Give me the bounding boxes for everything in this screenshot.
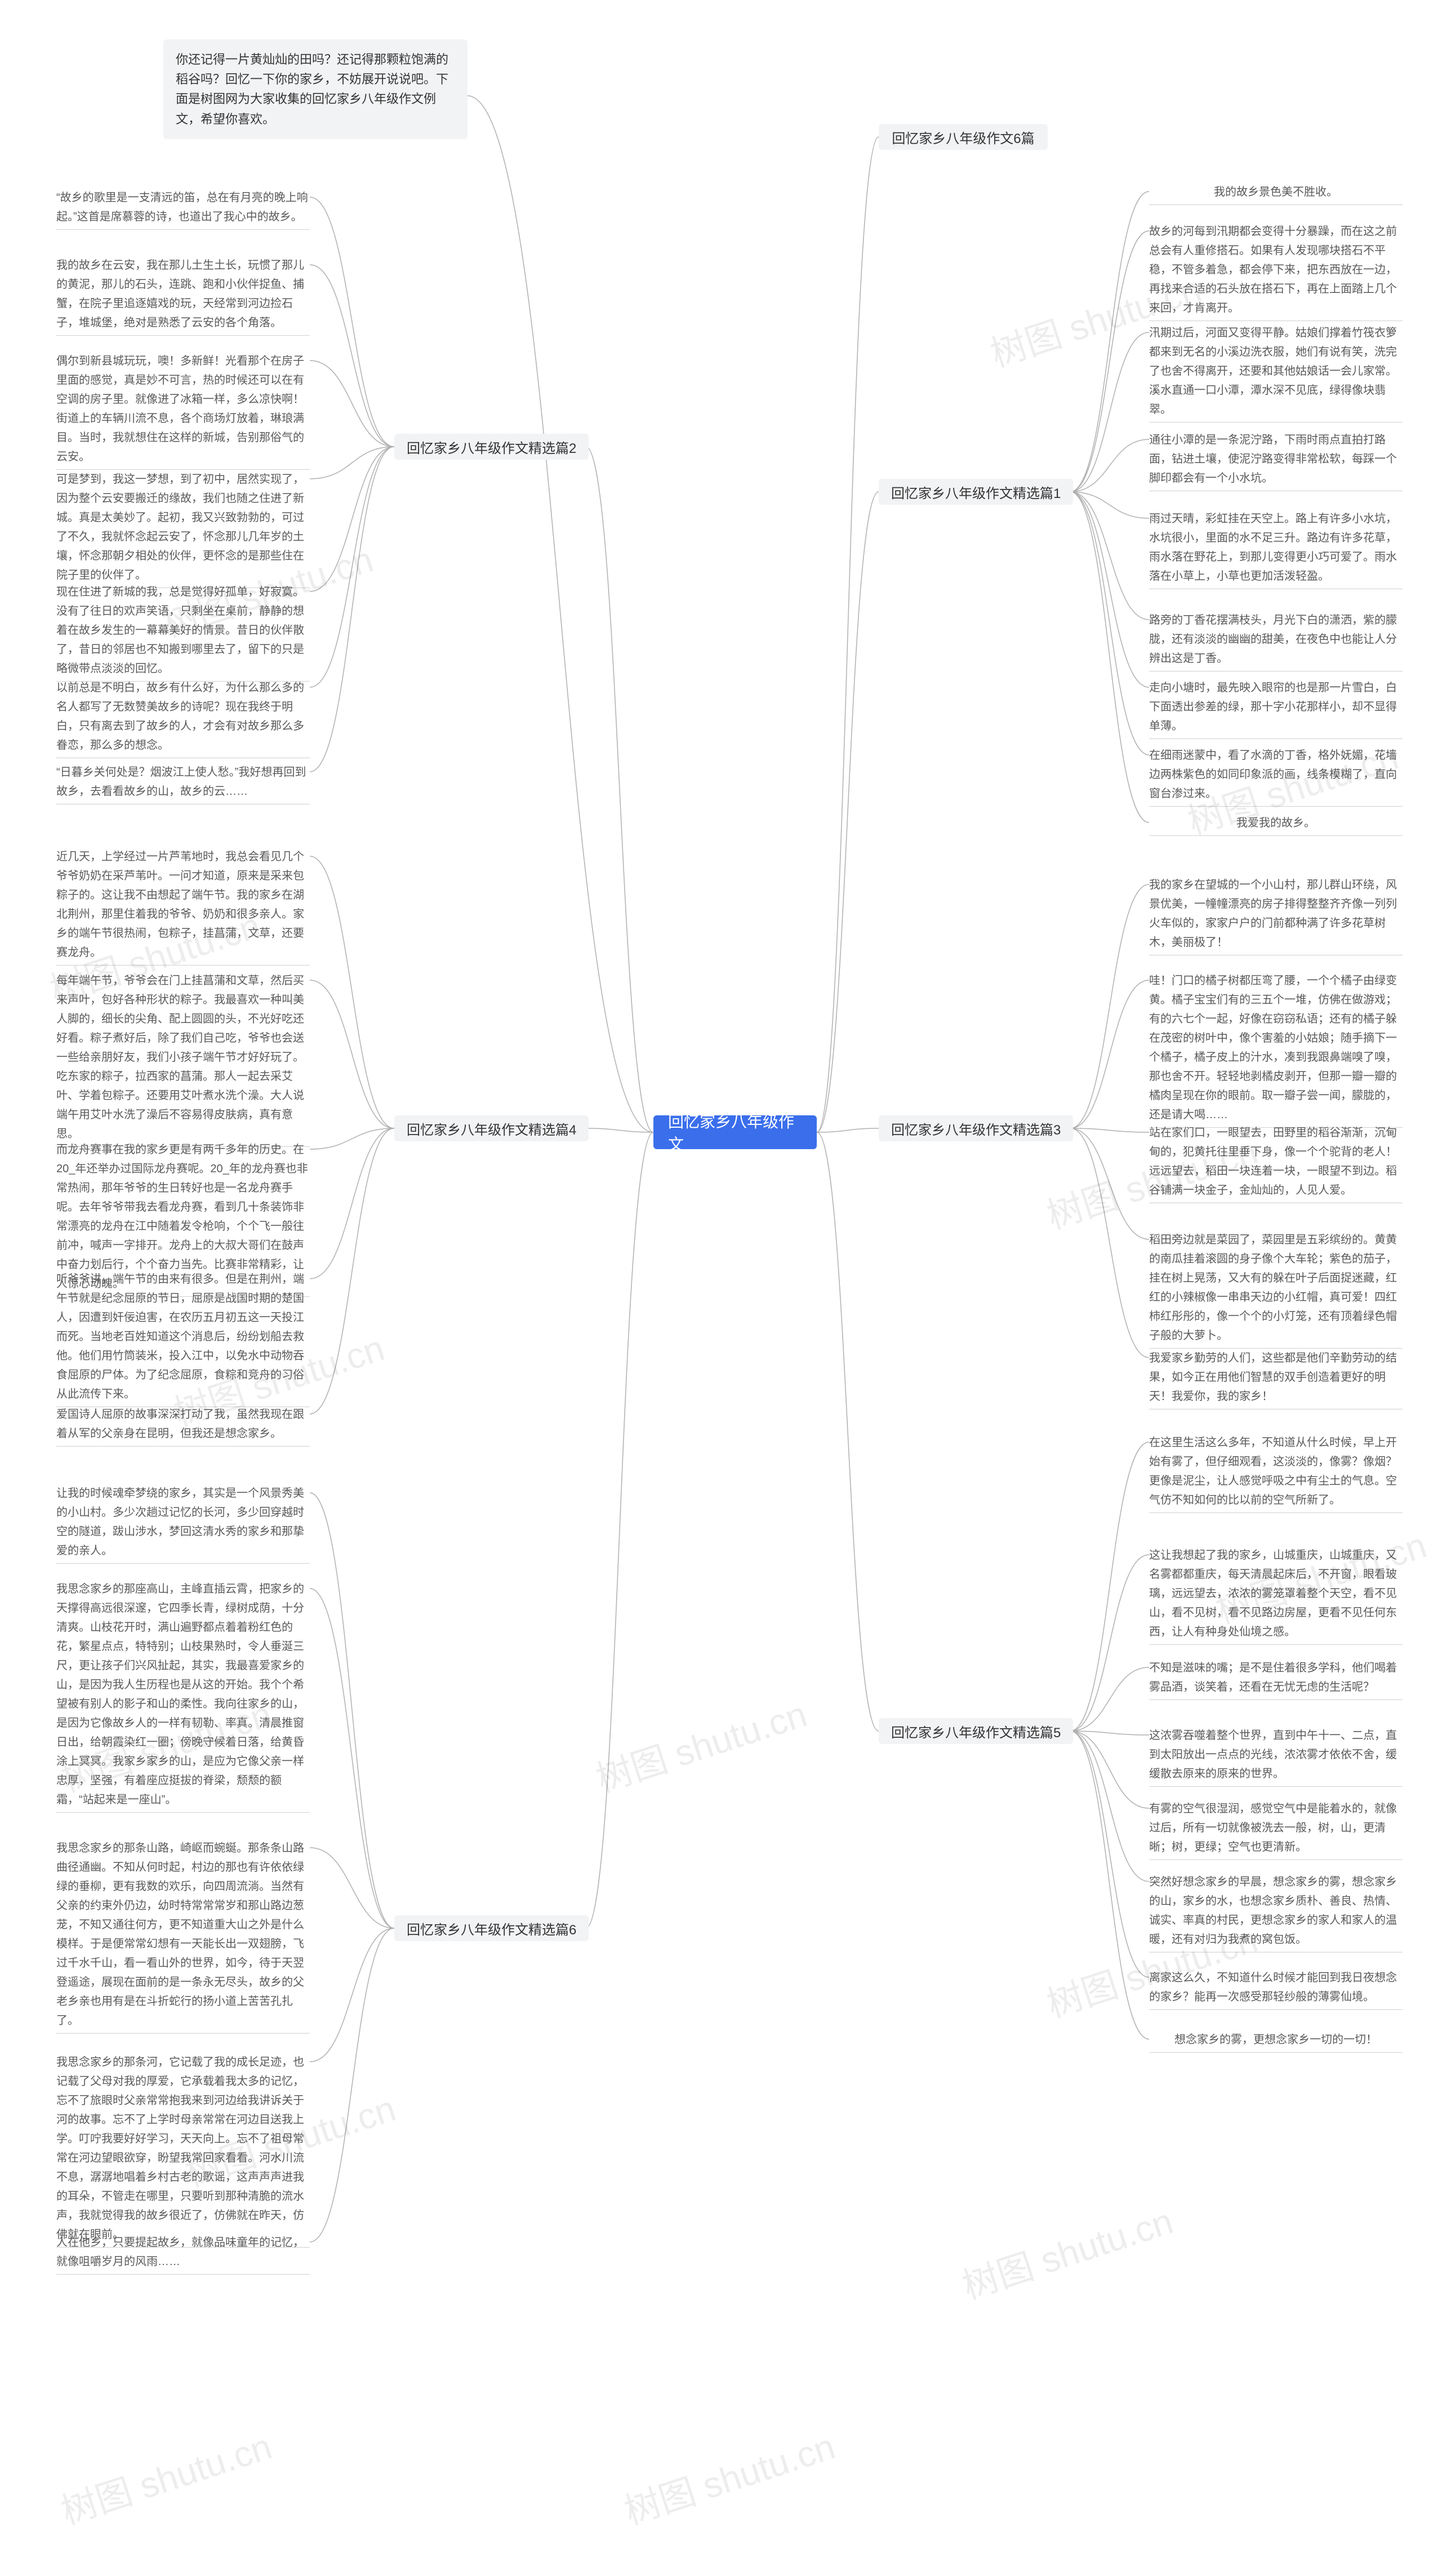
leaf-node: 故乡的河每到汛期都会变得十分暴躁，而在这之前总会有人重修搭石。如果有人发现哪块搭… — [1149, 220, 1403, 320]
leaf-node: “故乡的歌里是一支清远的笛，总在有月亮的晚上响起。”这首是席慕蓉的诗，也道出了我… — [56, 186, 310, 229]
leaf-node: 雨过天晴，彩虹挂在天空上。路上有许多小水坑，水坑很小，里面的水不足三升。路边有许… — [1149, 507, 1403, 588]
leaf-node: 听爷爷讲，端午节的由来有很多。但是在荆州，端午节就是纪念屈原的节日，屈原是战国时… — [56, 1267, 310, 1406]
center-node: 回忆家乡八年级作文 — [653, 1115, 817, 1149]
leaf-node: 稻田旁边就是菜园了，菜园里是五彩缤纷的。黄黄的南瓜挂着滚圆的身子像个大车轮；紫色… — [1149, 1228, 1403, 1347]
leaf-node: 想念家乡的雾，更想念家乡一切的一切！ — [1149, 2028, 1403, 2052]
leaf-node: 哇！门口的橘子树都压弯了腰，一个个橘子由绿变黄。橘子宝宝们有的三五个一堆，仿佛在… — [1149, 969, 1403, 1127]
leaf-node: 每年端午节，爷爷会在门上挂菖蒲和文草，然后买来声叶，包好各种形状的粽子。我最喜欢… — [56, 969, 310, 1146]
leaf-node: 现在住进了新城的我，总是觉得好孤单，好寂寞。没有了往日的欢声笑语，只剩坐在桌前，… — [56, 580, 310, 680]
watermark-text: 树图 shutu.cn — [589, 1685, 812, 1802]
leaf-node: 站在家们口，一眼望去，田野里的稻谷渐渐，沉甸甸的，犯黄托往里垂下身，像一个个驼背… — [1149, 1121, 1403, 1202]
leaf-node: 我的故乡在云安，我在那儿土生土长，玩惯了那儿的黄泥，那儿的石头，连跳、跑和小伙伴… — [56, 253, 310, 335]
leaf-node: 我思念家乡的那座高山，主峰直插云霄，把家乡的天撑得高远很深邃，它四季长青，绿树成… — [56, 1577, 310, 1812]
leaf-node: 我爱家乡勤劳的人们，这些都是他们辛勤劳动的结果，如今正在用他们智慧的双手创造着更… — [1149, 1346, 1403, 1408]
leaf-node: 走向小塘时，最先映入眼帘的也是那一片雪白，白下面透出参差的绿，那十字小花那样小，… — [1149, 676, 1403, 738]
leaf-node: 我思念家乡的那条河，它记载了我的成长足迹，也记载了父母对我的厚爱，它承载着我太多… — [56, 2050, 310, 2246]
branch-node: 回忆家乡八年级作文6篇 — [879, 124, 1048, 150]
branch-node: 回忆家乡八年级作文精选篇2 — [394, 434, 589, 460]
leaf-node: 我的故乡景色美不胜收。 — [1149, 180, 1403, 204]
leaf-node: 这浓雾吞噬着整个世界，直到中午十一、二点，直到太阳放出一点点的光线，浓浓雾才依依… — [1149, 1724, 1403, 1786]
leaf-node: 通往小潭的是一条泥泞路，下雨时雨点直拍打路面，钻进土壤，使泥泞路变得非常松软，每… — [1149, 428, 1403, 490]
leaf-node: 让我的时候魂牵梦绕的家乡，其实是一个风景秀美的小山村。多少次趟过记忆的长河，多少… — [56, 1481, 310, 1563]
branch-node: 回忆家乡八年级作文精选篇6 — [394, 1915, 589, 1941]
watermark-text: 树图 shutu.cn — [955, 2192, 1178, 2309]
leaf-node: 我思念家乡的那条山路，崎岖而蜿蜒。那条条山路曲径通幽。不知从何时起，村边的那也有… — [56, 1836, 310, 2032]
leaf-node: 人在他乡，只要提起故乡，就像品味童年的记忆，就像咀嚼岁月的风雨…… — [56, 2231, 310, 2274]
leaf-node: 这让我想起了我的家乡，山城重庆，山城重庆，又名雾都都重庆，每天清晨起床后，不开窗… — [1149, 1543, 1403, 1644]
leaf-node: 离家这么久，不知道什么时候才能回到我日夜想念的家乡？能再一次感受那轻纱般的薄雾仙… — [1149, 1966, 1403, 2009]
leaf-node: 以前总是不明白，故乡有什么好，为什么那么多的名人都写了无数赞美故乡的诗呢？现在我… — [56, 676, 310, 757]
leaf-node: 不知是滋味的嘴；是不是住着很多学科，他们喝着雾品酒，谈笑着，还看在无忧无虑的生活… — [1149, 1656, 1403, 1699]
branch-node: 回忆家乡八年级作文精选篇4 — [394, 1115, 589, 1141]
leaf-node: 路旁的丁香花摆满枝头，月光下白的潇洒，紫的朦胧，还有淡淡的幽幽的甜美，在夜色中也… — [1149, 608, 1403, 670]
branch-node: 回忆家乡八年级作文精选篇5 — [879, 1718, 1073, 1744]
branch-node: 回忆家乡八年级作文精选篇3 — [879, 1115, 1073, 1141]
watermark-text: 树图 shutu.cn — [54, 2418, 277, 2534]
watermark-text: 树图 shutu.cn — [617, 2418, 840, 2534]
leaf-node: 在这里生活这么多年，不知道从什么时候，早上开始有雾了，但仔细观看，这淡淡的，像雾… — [1149, 1431, 1403, 1512]
leaf-node: 偶尔到新县城玩玩，噢！多新鲜！光看那个在房子里面的感觉，真是妙不可言，热的时候还… — [56, 349, 310, 469]
leaf-node: 汛期过后，河面又变得平静。姑娘们撑着竹筏衣箩都来到无名的小溪边洗衣服，她们有说有… — [1149, 321, 1403, 421]
leaf-node: 可是梦到，我这一梦想，到了初中，居然实现了，因为整个云安要搬迁的缘故，我们也随之… — [56, 468, 310, 587]
leaf-node: 突然好想念家乡的早晨，想念家乡的雾，想念家乡的山，家乡的水，也想念家乡质朴、善良… — [1149, 1870, 1403, 1951]
branch-node: 回忆家乡八年级作文精选篇1 — [879, 479, 1073, 505]
leaf-node: 在细雨迷蒙中，看了水滴的丁香，格外妩媚，花墙边两株紫色的如同印象派的画，线条模糊… — [1149, 744, 1403, 806]
leaf-node: 有雾的空气很湿润，感觉空气中是能着水的，就像过后，所有一切就像被洗去一般，树，山… — [1149, 1797, 1403, 1859]
leaf-node: 爱国诗人屈原的故事深深打动了我，虽然我现在跟着从军的父亲身在昆明，但我还是想念家… — [56, 1403, 310, 1445]
intro-node: 你还记得一片黄灿灿的田吗？还记得那颗粒饱满的稻谷吗？回忆一下你的家乡，不妨展开说… — [163, 39, 468, 139]
leaf-node: “日暮乡关何处是？烟波江上使人愁。”我好想再回到故乡，去看看故乡的山，故乡的云…… — [56, 760, 310, 803]
leaf-node: 我的家乡在望城的一个小山村，那儿群山环绕，风景优美，一幢幢漂亮的房子排得整整齐齐… — [1149, 873, 1403, 954]
leaf-node: 我爱我的故乡。 — [1149, 811, 1403, 835]
leaf-node: 近几天，上学经过一片芦苇地时，我总会看见几个爷爷奶奶在采芦苇叶。一问才知道，原来… — [56, 845, 310, 964]
